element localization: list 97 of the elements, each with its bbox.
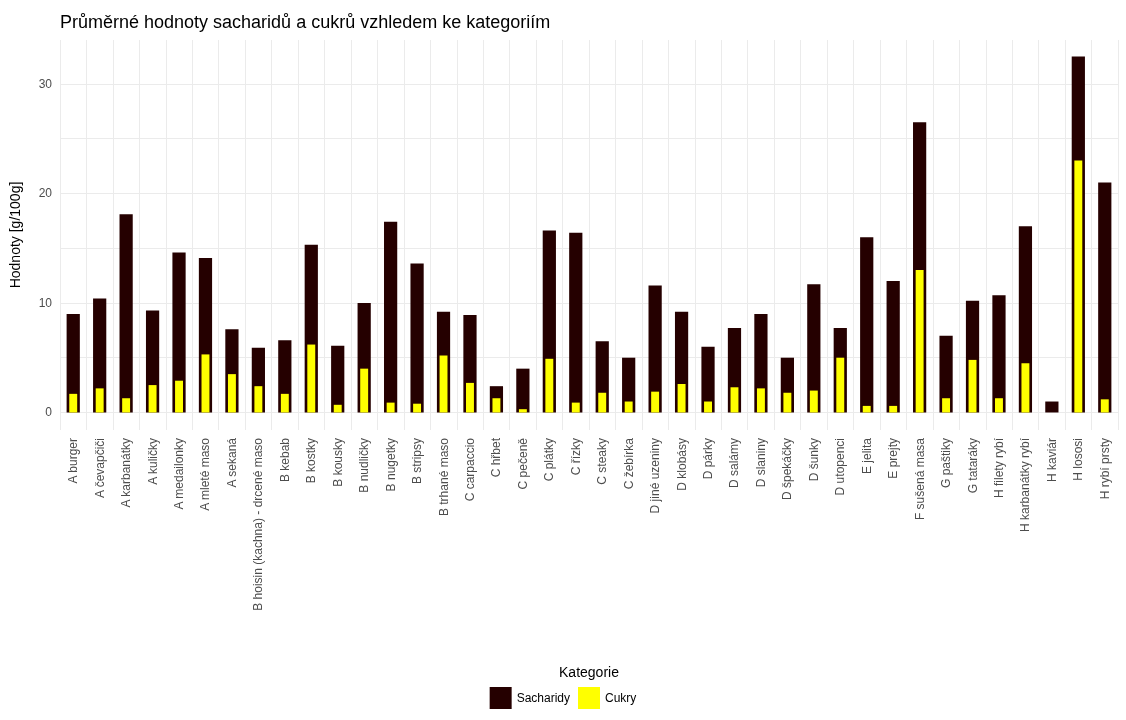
x-tick-label: C řízky — [568, 438, 583, 476]
bar — [545, 358, 554, 413]
bar — [518, 409, 527, 413]
bar — [677, 383, 686, 413]
bar — [571, 402, 580, 413]
x-tick-label: B hoisin (kachna) - drcené maso — [251, 437, 266, 611]
bar — [492, 398, 501, 413]
x-tick-label: D slaniny — [753, 438, 768, 488]
legend-label: Cukry — [605, 691, 637, 705]
y-tick-label: 20 — [38, 186, 53, 201]
bar — [862, 405, 871, 413]
bar — [1098, 182, 1112, 413]
x-tick-label: C steaky — [595, 438, 610, 485]
bar — [410, 263, 424, 413]
x-tick-label: B trhané maso — [436, 437, 451, 517]
bar — [360, 368, 369, 413]
bar — [175, 380, 183, 413]
bar — [122, 398, 131, 413]
bar — [413, 403, 422, 413]
x-tick-label: B stripsy — [410, 438, 425, 485]
bar — [809, 390, 818, 413]
bar — [886, 281, 900, 413]
bar — [836, 357, 845, 413]
x-tick-label: D párky — [701, 438, 716, 480]
bar — [280, 393, 289, 413]
y-tick-label: 0 — [45, 405, 53, 420]
x-tick-label: D šunky — [806, 438, 821, 482]
bar — [807, 284, 821, 413]
y-axis-title: Hodnoty [g/100g] — [7, 181, 23, 289]
legend-label: Sacharidy — [516, 691, 571, 705]
bar — [915, 270, 924, 413]
bar — [860, 237, 874, 413]
bar — [307, 344, 316, 413]
x-tick-label: C hřbet — [489, 437, 504, 478]
y-tick-label: 30 — [38, 76, 53, 91]
x-tick-label: C carpaccio — [462, 437, 477, 502]
x-tick-label: H filety rybí — [991, 437, 1006, 499]
bar — [995, 398, 1003, 413]
x-tick-label: C žebírka — [621, 437, 636, 490]
x-tick-label: D salámy — [727, 438, 742, 489]
x-tick-label: C plátky — [542, 438, 557, 482]
bar — [384, 221, 398, 413]
bar — [704, 401, 712, 413]
x-tick-label: C pečeně — [515, 437, 530, 490]
x-tick-label: B kousky — [330, 438, 345, 487]
bar — [1100, 399, 1109, 413]
x-tick-label: A čevapčiči — [92, 438, 107, 499]
x-tick-label: B nugetky — [383, 438, 398, 492]
x-tick-label: B kebab — [277, 437, 292, 483]
x-tick-label: E jelita — [859, 437, 874, 475]
x-axis-title: Kategorie — [559, 664, 620, 680]
bar — [624, 401, 633, 413]
x-tick-label: D jiné uzeniny — [648, 438, 663, 514]
x-tick-label: G paštiky — [939, 438, 954, 489]
bar — [569, 232, 583, 413]
x-tick-label: H karbanátky rybí — [1018, 437, 1033, 533]
x-tick-label: A burger — [66, 438, 81, 484]
x-tick-label: E prejty — [886, 438, 901, 479]
bar — [756, 388, 765, 413]
bar — [95, 388, 104, 413]
x-tick-label: A medailonky — [172, 438, 187, 510]
x-tick-label: D špekáčky — [780, 438, 795, 501]
x-tick-label: B kostky — [304, 438, 319, 484]
x-tick-label: G tataráky — [965, 438, 980, 494]
bar — [386, 402, 395, 413]
bar — [1045, 401, 1059, 413]
x-tick-label: B nudličky — [357, 438, 372, 493]
x-tick-label: H kaviár — [1044, 438, 1059, 483]
x-tick-label: H lososi — [1071, 438, 1086, 481]
bar — [331, 345, 345, 413]
bar — [333, 404, 342, 413]
bar — [119, 214, 133, 413]
x-tick-label: A sekaná — [224, 437, 239, 488]
bar — [783, 392, 792, 413]
bar — [516, 368, 530, 413]
bar — [254, 386, 263, 413]
x-tick-label: H rybí prsty — [1097, 438, 1112, 500]
x-tick-label: D utopenci — [833, 438, 848, 496]
chart-title: Průměrné hodnoty sacharidů a cukrů vzhledem ke kategoriím — [60, 12, 551, 32]
bar — [1074, 160, 1083, 413]
bar — [466, 382, 474, 413]
bar — [148, 385, 157, 413]
bar — [992, 295, 1006, 413]
bar — [648, 285, 662, 413]
x-tick-label: D klobásy — [674, 438, 689, 491]
x-tick-label: A mleté maso — [198, 437, 213, 511]
bar — [598, 392, 607, 413]
bar — [1021, 363, 1030, 413]
x-tick-label: A kuličky — [145, 438, 160, 485]
x-tick-label: A karbanátky — [119, 438, 134, 508]
bar — [651, 391, 660, 413]
x-tick-label: F sušená masa — [912, 437, 927, 521]
bar — [69, 393, 78, 413]
y-tick-label: 10 — [38, 295, 53, 310]
bar — [227, 374, 236, 413]
bar — [701, 346, 715, 413]
bar — [889, 405, 898, 413]
